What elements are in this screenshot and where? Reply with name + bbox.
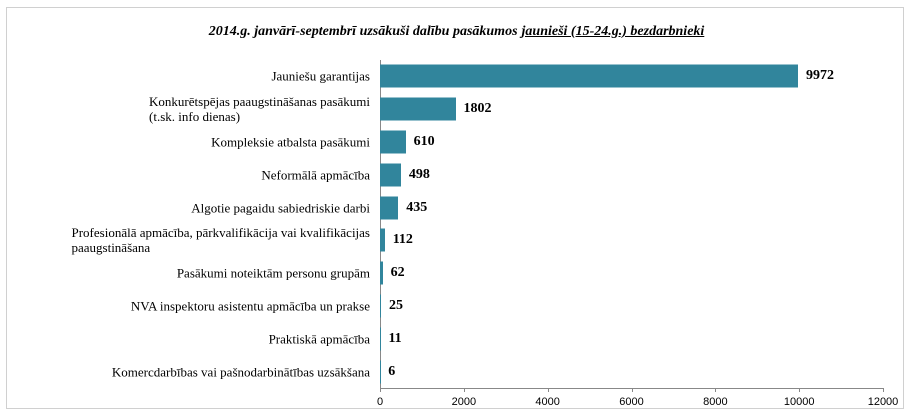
value-label: 9972 [805,68,834,84]
chart-title: 2014.g. janvārī-septembrī uzsākuši dalīb… [0,24,913,40]
x-tick-label: 2000 [451,396,477,408]
x-tick-label: 8000 [703,396,728,408]
value-label: 610 [413,134,435,149]
x-tick-label: 12000 [867,396,899,408]
x-tick-label: 10000 [783,396,815,408]
bar [380,64,798,88]
x-tick-mark [883,388,884,392]
x-tick-mark [631,388,633,392]
chart-frame [6,7,904,409]
category-label: NVA inspektoru asistentu apmācība un pra… [130,298,370,314]
category-label: Konkurētspējas paaugstināšanas pasākumi … [149,94,370,125]
category-label: Praktiskā apmācība [268,331,370,347]
value-label: 112 [392,232,413,248]
value-label: 435 [406,199,428,215]
value-label: 62 [390,265,405,281]
value-label: 1802 [463,101,492,117]
bar [380,228,385,252]
value-label: 25 [389,298,404,313]
category-label: Neformālā apmācība [261,167,370,183]
x-tick-mark [380,388,381,392]
category-label: Profesionālā apmācība, pārkvalifikācija … [71,225,370,256]
x-tick-mark [547,388,549,392]
category-label: Pasākumi noteiktām personu grupām [176,265,370,281]
bar [380,163,401,187]
bar [380,97,456,121]
value-label: 498 [408,166,430,182]
y-axis [380,60,381,388]
category-label: Algotie pagaidu sabiedriskie darbi [191,200,370,216]
x-tick-label: 0 [376,396,384,408]
x-tick-mark [715,388,717,392]
x-tick-label: 6000 [619,396,644,408]
value-label: 6 [388,363,396,379]
bar [380,294,382,318]
value-label: 11 [388,330,402,346]
category-label: Kompleksie atbalsta pasākumi [211,134,370,150]
title-part: 2014.g. janvārī-septembrī uzsākuši dalīb… [208,24,518,39]
title-underlined: jaunieši (15-24.g.) bezdarbnieki [521,24,705,39]
bar [380,130,406,154]
x-tick-mark [799,388,801,392]
category-label: Jauniešu garantijas [271,68,370,84]
category-label: Komercdarbības vai pašnodarbinātības uzs… [111,364,370,380]
x-tick-label: 4000 [535,396,560,408]
bar [380,261,383,285]
x-tick-mark [463,388,465,392]
bar [380,196,399,220]
